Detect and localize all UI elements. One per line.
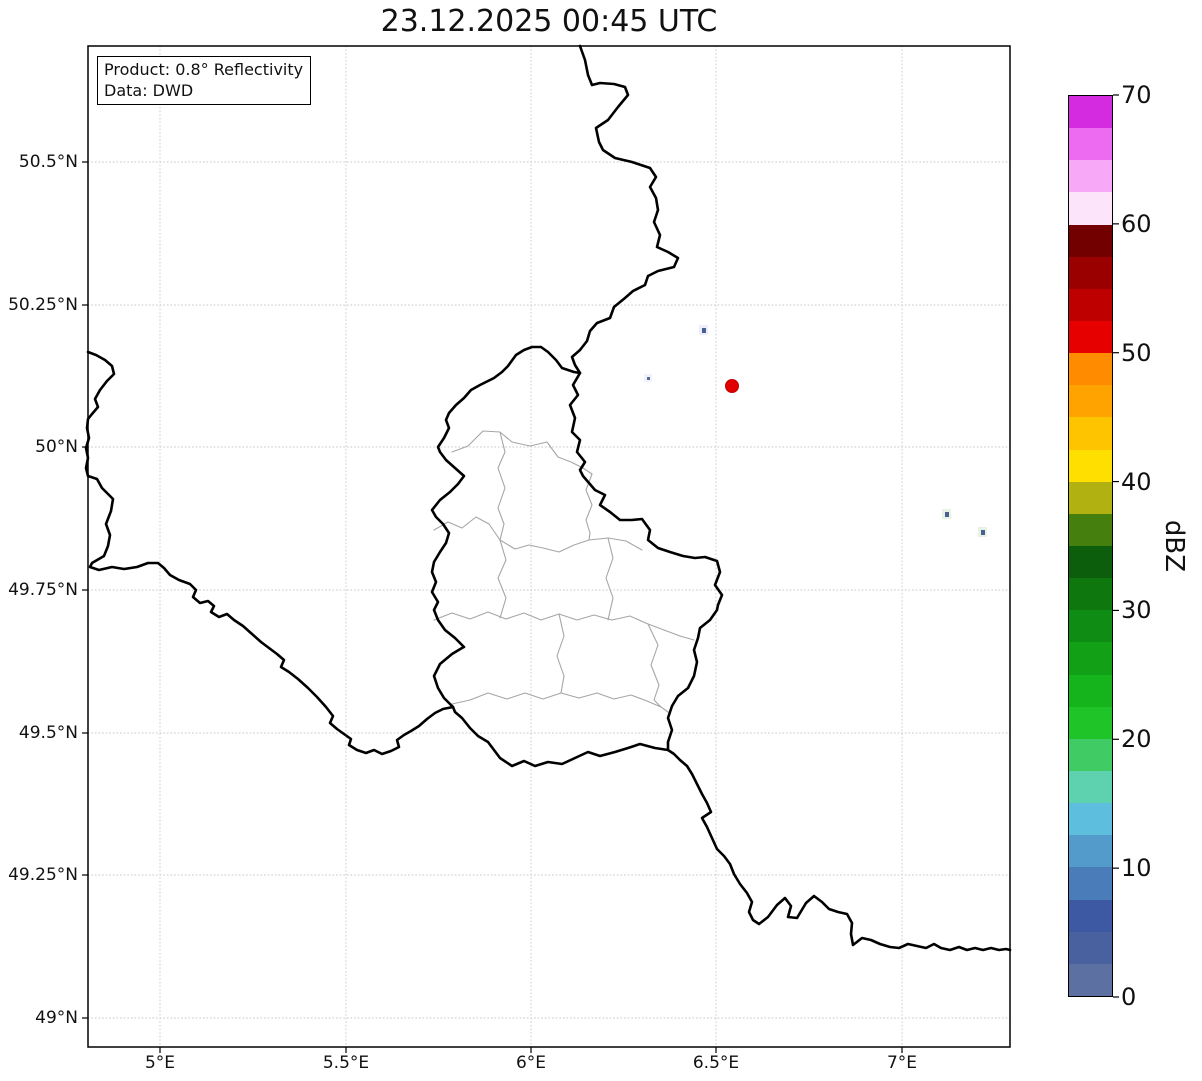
colorbar-tick-label: 70 — [1121, 81, 1152, 109]
figure-title: 23.12.2025 00:45 UTC — [380, 4, 718, 39]
x-tick-label: 6°E — [515, 1053, 547, 1073]
colorbar-band — [1069, 578, 1112, 611]
colorbar-band — [1069, 385, 1112, 418]
colorbar-band — [1069, 160, 1112, 193]
radar-speck — [945, 512, 949, 517]
colorbar-band — [1069, 963, 1112, 996]
canton-line-south — [451, 692, 669, 713]
colorbar-tick-label: 60 — [1121, 209, 1152, 238]
radar-cell-marker — [725, 379, 739, 393]
map-frame — [87, 45, 1011, 1048]
x-tick-label: 7°E — [886, 1053, 918, 1073]
belgium-germany-border — [570, 44, 680, 375]
map-frame-rect — [87, 45, 1011, 1048]
colorbar-tick-label: 30 — [1121, 596, 1152, 625]
y-tick-label: 50°N — [35, 437, 78, 457]
colorbar-band — [1069, 674, 1112, 707]
y-tick-label: 49.75°N — [8, 580, 78, 600]
canton-line-east-mid — [542, 537, 643, 553]
canton-line-east-vert — [605, 537, 614, 621]
colorbar-band — [1069, 867, 1112, 900]
colorbar-band — [1069, 256, 1112, 289]
country-border-layer — [84, 44, 1012, 952]
canton-line-center-vert — [497, 539, 507, 619]
canton-line-nw-vertical — [497, 431, 506, 541]
colorbar-tick-label: 40 — [1121, 467, 1152, 496]
colorbar-band — [1069, 931, 1112, 964]
tick-mark-layer — [82, 94, 1119, 1053]
colorbar-band — [1069, 481, 1112, 514]
product-label: Product: 0.8° Reflectivity — [104, 60, 304, 79]
x-tick-label: 5°E — [144, 1053, 176, 1073]
colorbar-band — [1069, 288, 1112, 321]
canton-line-south-vert — [556, 613, 565, 694]
data-source-label: Data: DWD — [104, 81, 194, 100]
colorbar-band — [1069, 513, 1112, 546]
colorbar-band — [1069, 899, 1112, 932]
colorbar-band — [1069, 545, 1112, 579]
x-tick-label: 5.5°E — [322, 1053, 370, 1073]
y-tick-label: 49.25°N — [8, 865, 78, 885]
colorbar-band — [1069, 320, 1112, 354]
canton-line-center — [433, 611, 695, 641]
colorbar-tick-label: 20 — [1121, 725, 1152, 754]
colorbar — [1068, 95, 1113, 997]
colorbar-band — [1069, 835, 1112, 868]
radar-speck — [981, 530, 985, 535]
x-tick-label: 6.5°E — [692, 1053, 740, 1073]
colorbar-band — [1069, 128, 1112, 161]
y-tick-label: 50.25°N — [8, 295, 78, 315]
colorbar-band — [1069, 96, 1112, 129]
grid-layer — [87, 45, 1011, 1048]
radar-speck — [647, 377, 650, 380]
colorbar-band — [1069, 417, 1112, 450]
colorbar-band — [1069, 610, 1112, 643]
france-germany-border — [666, 748, 1012, 952]
radar-speck — [702, 328, 706, 333]
colorbar-tick-label: 0 — [1121, 983, 1137, 1011]
colorbar-band — [1069, 642, 1112, 675]
colorbar-band — [1069, 353, 1112, 386]
france-belgium-border — [84, 350, 455, 756]
colorbar-band — [1069, 770, 1112, 804]
colorbar-band — [1069, 803, 1112, 836]
colorbar-tick-label: 50 — [1121, 338, 1152, 367]
colorbar-band — [1069, 449, 1112, 482]
canton-line-remich — [647, 623, 662, 708]
colorbar-band — [1069, 706, 1112, 739]
canton-line-vianden — [585, 473, 593, 541]
colorbar-band — [1069, 192, 1112, 225]
colorbar-band — [1069, 738, 1112, 771]
radar-echo-layer — [644, 325, 987, 537]
colorbar-band — [1069, 224, 1112, 257]
luxembourg-outline — [430, 345, 724, 768]
canton-line-west-mid — [433, 516, 544, 550]
colorbar-unit-label: dBZ — [1159, 519, 1189, 573]
canton-border-layer — [433, 430, 695, 713]
canton-line-north — [451, 430, 593, 475]
product-info-box: Product: 0.8° Reflectivity Data: DWD — [97, 56, 312, 105]
y-tick-label: 50.5°N — [18, 152, 78, 172]
y-tick-label: 49.5°N — [18, 723, 78, 743]
colorbar-tick-label: 10 — [1121, 854, 1152, 883]
y-tick-label: 49°N — [35, 1008, 78, 1028]
